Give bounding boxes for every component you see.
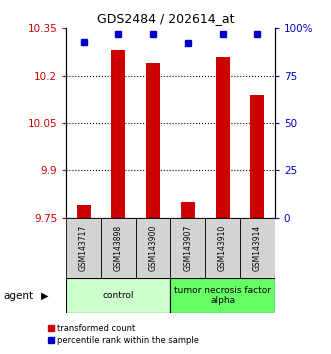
Bar [216,57,230,218]
Bar [181,202,195,218]
Text: GSM143898: GSM143898 [114,225,123,271]
Text: agent: agent [3,291,33,301]
Text: GSM143914: GSM143914 [253,225,262,271]
Bar [170,218,205,278]
Text: GSM143717: GSM143717 [79,225,88,271]
Bar [101,218,136,278]
Text: GSM143900: GSM143900 [149,224,158,271]
Bar [250,95,264,218]
Text: GSM143910: GSM143910 [218,225,227,271]
Bar [66,218,101,278]
Text: GSM143907: GSM143907 [183,224,192,271]
Bar [146,63,160,218]
Bar [76,205,90,218]
Bar [111,50,125,218]
Text: GDS2484 / 202614_at: GDS2484 / 202614_at [97,12,234,25]
Bar [66,278,170,313]
Text: tumor necrosis factor
alpha: tumor necrosis factor alpha [174,286,271,305]
Text: ▶: ▶ [41,291,48,301]
Text: control: control [103,291,134,300]
Legend: transformed count, percentile rank within the sample: transformed count, percentile rank withi… [44,321,203,348]
Bar [205,218,240,278]
Bar [170,278,275,313]
Bar [240,218,275,278]
Bar [136,218,170,278]
